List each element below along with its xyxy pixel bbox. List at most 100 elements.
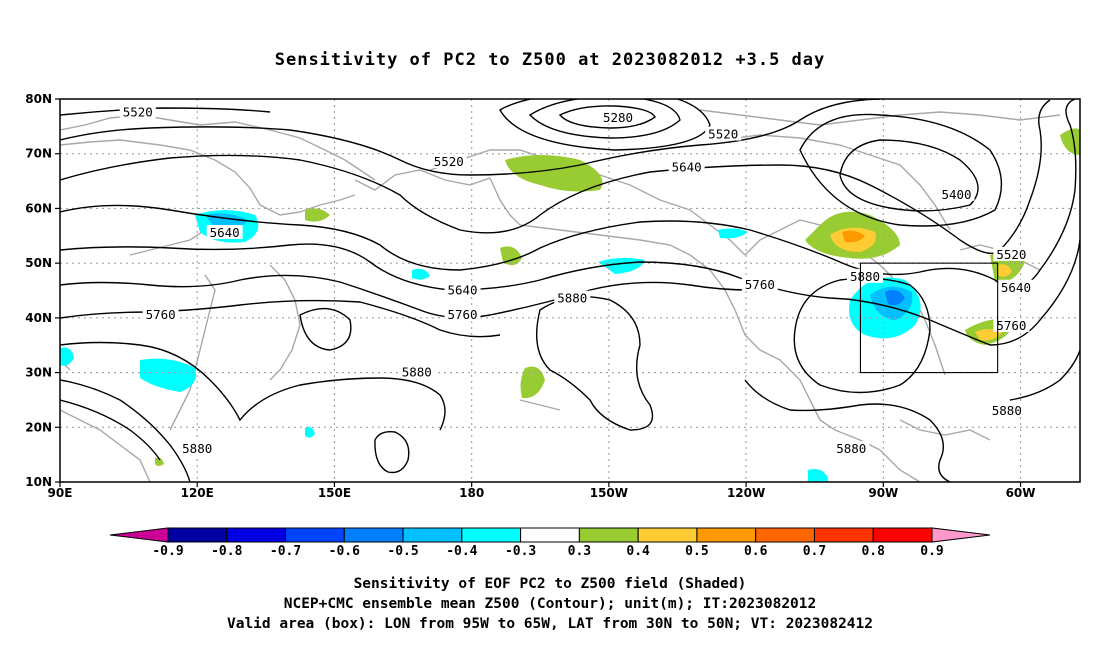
- colorbar-box: [578, 527, 639, 543]
- contour-label-bg: [398, 364, 435, 379]
- contour-label-bg: [554, 290, 591, 305]
- lon-label: 60W: [1006, 486, 1036, 500]
- map-title: Sensitivity of PC2 to Z500 at 2023082012…: [274, 50, 826, 70]
- colorbar-arrow-left: [109, 527, 169, 543]
- colorbar-box: [461, 527, 522, 543]
- colorbar-box: [285, 527, 345, 543]
- colorbar-label: 0.9: [920, 544, 943, 559]
- colorbar-box: [343, 527, 404, 543]
- lat-label: 60N: [25, 201, 52, 215]
- contour-label: 5400: [941, 187, 971, 202]
- lat-label: 40N: [25, 311, 52, 325]
- contour-label: 5280: [603, 110, 633, 125]
- contour-label-bg: [600, 110, 637, 125]
- contour-label-bg: [206, 225, 243, 240]
- colorbar-box: [402, 527, 463, 543]
- colorbar-box: [813, 527, 874, 543]
- contour-label: 5880: [850, 269, 880, 284]
- gridlines: [60, 99, 1080, 482]
- shade-positive: [998, 264, 1012, 277]
- lat-label: 20N: [25, 420, 52, 434]
- colorbar-label: -0.6: [329, 544, 360, 559]
- lon-label: 90W: [868, 486, 898, 500]
- colorbar-label: 0.8: [861, 544, 885, 559]
- lon-label: 180: [459, 486, 484, 500]
- contour-label: 5880: [402, 365, 432, 380]
- shade-negative: [718, 228, 748, 239]
- contour-label-bg: [430, 153, 467, 168]
- colorbar-box: [226, 527, 287, 543]
- contour-label: 5520: [123, 105, 153, 120]
- contour-label: 5760: [745, 277, 775, 292]
- shade-negative: [885, 290, 905, 306]
- lat-label: 70N: [25, 147, 52, 161]
- contour-label: 5520: [708, 127, 738, 142]
- colorbar-label: 0.6: [744, 544, 768, 559]
- colorbar-label: 0.7: [803, 544, 826, 559]
- z500-contours: [60, 99, 1080, 482]
- contour-label: 5520: [996, 247, 1026, 262]
- shade-positive: [505, 155, 603, 192]
- colorbar-arrow-right: [931, 527, 991, 543]
- contour-label-bg: [993, 318, 1030, 333]
- captions: Sensitivity of EOF PC2 to Z500 field (Sh…: [0, 574, 1100, 634]
- caption-line-3: Valid area (box): LON from 95W to 65W, L…: [226, 616, 873, 632]
- contour-label: 5880: [182, 441, 212, 456]
- lon-label: 90E: [48, 486, 73, 500]
- caption-line-1: Sensitivity of EOF PC2 to Z500 field (Sh…: [353, 576, 747, 592]
- contour-label-bg: [444, 282, 481, 297]
- contour-label-bg: [938, 186, 975, 201]
- contour-labels: 5520 5280 5520 5520 5640 5400 5640 5520 5880 5640…: [119, 104, 1034, 456]
- lat-label: 50N: [25, 256, 52, 270]
- lon-label: 120W: [727, 486, 765, 500]
- valid-area-box: [859, 262, 999, 374]
- contour-label-bg: [668, 159, 705, 174]
- lat-label: 30N: [25, 366, 52, 380]
- colorbar-box: [872, 527, 933, 543]
- shade-positive: [520, 366, 545, 399]
- shade-negative: [412, 268, 430, 280]
- contour-label: 5640: [672, 159, 702, 174]
- shade-positive: [1060, 128, 1080, 155]
- colorbar-label: 0.5: [685, 544, 708, 559]
- sensitivity-shading: [60, 128, 1080, 482]
- lat-label: 80N: [25, 92, 52, 106]
- contour-label: 5640: [210, 225, 240, 240]
- colorbar-box: [755, 527, 815, 543]
- contour-label-bg: [741, 277, 778, 292]
- colorbar-box: [637, 527, 698, 543]
- contour-label-bg: [993, 246, 1030, 261]
- contour-label: 5640: [1001, 280, 1031, 295]
- colorbar-label: -0.8: [211, 544, 242, 559]
- contour-label-bg: [142, 307, 179, 322]
- contour-label-bg: [119, 104, 156, 119]
- colorbar-label: 0.3: [568, 544, 591, 559]
- shade-positive: [155, 457, 164, 466]
- contour-label: 5640: [447, 283, 477, 298]
- shade-positive: [842, 230, 865, 243]
- shade-negative: [140, 358, 196, 392]
- shade-negative: [305, 426, 315, 438]
- colorbar-label: 0.4: [626, 544, 650, 559]
- lon-label: 150W: [590, 486, 628, 500]
- contour-label-bg: [444, 307, 481, 322]
- contour-label-bg: [847, 268, 884, 283]
- contour-label-bg: [988, 402, 1025, 417]
- contour-label-bg: [997, 279, 1034, 294]
- lon-label: 120E: [181, 486, 214, 500]
- colorbar-label: -0.4: [446, 544, 477, 559]
- colorbar-box: [696, 527, 757, 543]
- shade-negative: [808, 469, 828, 482]
- colorbar-label: -0.5: [387, 544, 418, 559]
- colorbar-box: [167, 527, 228, 543]
- colorbar: -0.9 -0.8 -0.7 -0.6 -0.5 -0.4 -0.3 0.3 0.4 0.5 0.6…: [109, 527, 991, 559]
- caption-line-2: NCEP+CMC ensemble mean Z500 (Contour); u…: [283, 596, 817, 612]
- contour-label: 5760: [146, 307, 176, 322]
- contour-label-bg: [705, 126, 742, 141]
- colorbar-label: -0.7: [270, 544, 301, 559]
- colorbar-label: -0.3: [505, 544, 536, 559]
- contour-label: 5760: [996, 318, 1026, 333]
- contour-label: 5520: [434, 154, 464, 169]
